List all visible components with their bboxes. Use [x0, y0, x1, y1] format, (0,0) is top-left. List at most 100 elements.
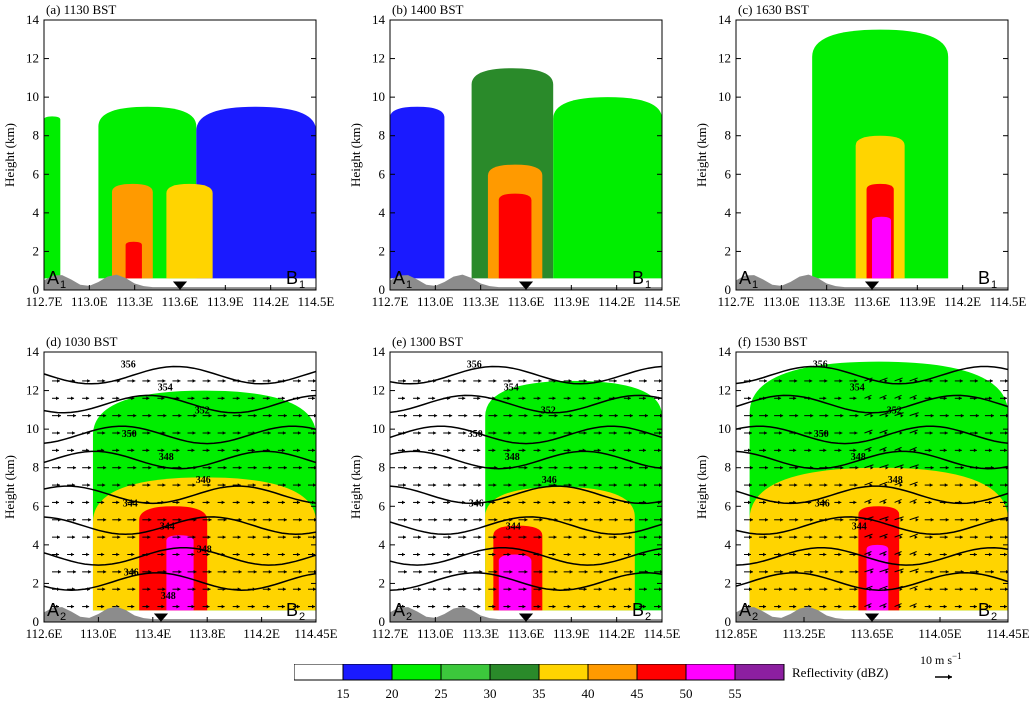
wind-vector — [909, 429, 918, 434]
y-tick-label: 2 — [725, 243, 732, 258]
reflectivity-cell — [553, 97, 662, 279]
station-marker — [153, 613, 169, 623]
wind-arrowhead — [477, 604, 481, 609]
wind-arrowhead — [222, 379, 226, 383]
station-marker — [864, 613, 880, 623]
wind-arrowhead — [102, 431, 106, 435]
wind-arrowhead — [853, 396, 857, 401]
y-tick-label: 14 — [718, 12, 732, 27]
wind-arrowhead — [764, 587, 768, 592]
wind-arrowhead — [538, 535, 542, 539]
y-tick-label: 10 — [372, 89, 385, 104]
contour-line — [390, 547, 662, 566]
wind-arrowhead — [131, 552, 135, 557]
wind-arrowhead — [222, 483, 226, 487]
wind-arrowhead — [1004, 552, 1007, 557]
x-tick-label: 113.9E — [207, 294, 244, 309]
wind-arrowhead — [913, 552, 917, 557]
wind-arrowhead — [627, 396, 631, 401]
wind-arrowhead — [223, 465, 227, 470]
wind-arrowhead — [253, 570, 257, 574]
wind-arrowhead — [207, 379, 211, 383]
wind-arrowhead — [147, 379, 151, 383]
wind-vector — [894, 603, 902, 608]
contour-line — [390, 572, 662, 591]
wind-arrowhead — [448, 431, 452, 435]
wind-vector — [894, 394, 902, 399]
y-axis-label: Height (km) — [694, 123, 709, 187]
wind-arrowhead — [809, 587, 813, 592]
wind-arrowhead — [162, 535, 166, 539]
wind-arrowhead — [659, 483, 662, 487]
wind-vector — [894, 516, 904, 521]
wind-arrowhead — [266, 552, 270, 557]
wind-arrowhead — [162, 483, 166, 487]
wind-arrowhead — [478, 587, 482, 592]
wind-arrowhead — [915, 517, 919, 522]
wind-arrowhead — [583, 535, 587, 539]
wind-arrowhead — [206, 604, 210, 609]
wind-arrowhead — [404, 413, 407, 418]
wind-arrowhead — [163, 413, 167, 418]
endpoint-end: B — [632, 600, 644, 620]
wind-arrowhead — [793, 396, 797, 401]
wind-arrowhead — [644, 517, 648, 522]
wind-arrowhead — [538, 431, 542, 435]
x-tick-label: 113.3E — [462, 294, 499, 309]
wind-arrowhead — [1004, 396, 1007, 401]
wind-arrowhead — [823, 552, 827, 557]
wind-arrowhead — [582, 396, 586, 401]
y-tick-label: 12 — [26, 383, 39, 398]
y-tick-label: 10 — [26, 89, 39, 104]
wind-arrowhead — [508, 535, 512, 539]
x-tick-label: 114.2E — [243, 626, 280, 641]
wind-arrowhead — [973, 448, 977, 453]
contour-label: 344 — [123, 498, 138, 509]
wind-arrowhead — [748, 552, 751, 557]
wind-arrowhead — [539, 517, 543, 522]
wind-arrowhead — [434, 517, 438, 522]
wind-arrowhead — [974, 379, 978, 383]
wind-arrowhead — [433, 535, 437, 539]
wind-arrowhead — [312, 448, 315, 453]
wind-arrowhead — [779, 483, 783, 487]
wind-arrowhead — [599, 413, 603, 418]
wind-arrowhead — [494, 413, 498, 418]
wind-arrowhead — [553, 431, 557, 435]
wind-vector — [909, 394, 917, 399]
wind-arrowhead — [281, 500, 285, 505]
wind-vector — [894, 498, 902, 503]
legend: 15 20 25 30 35 40 45 50 55 Reflectivity (dBZ) — [293, 663, 994, 707]
wind-arrowhead — [583, 431, 587, 435]
wind-arrowhead — [58, 465, 61, 470]
wind-arrowhead — [522, 604, 526, 609]
wind-arrowhead — [523, 483, 527, 487]
wind-arrowhead — [432, 604, 436, 609]
wind-vector — [894, 446, 902, 451]
wind-arrowhead — [192, 431, 196, 435]
endpoint-end: B — [978, 600, 990, 620]
contour-line — [390, 425, 662, 445]
wind-arrowhead — [943, 552, 947, 557]
wind-arrowhead — [177, 587, 181, 592]
wind-arrowhead — [825, 413, 829, 418]
contour-line — [390, 485, 662, 505]
wind-arrowhead — [283, 570, 287, 574]
wind-arrowhead — [854, 431, 858, 435]
wind-arrowhead — [102, 483, 106, 487]
wind-arrowhead — [266, 604, 270, 609]
wind-arrowhead — [463, 379, 467, 383]
colorbar-swatch — [587, 663, 638, 681]
wind-arrowhead — [236, 448, 240, 453]
wind-arrowhead — [765, 517, 769, 522]
wind-arrowhead — [763, 604, 767, 609]
wind-vector — [864, 533, 873, 538]
endpoint-end: B — [978, 268, 990, 288]
wind-arrowhead — [614, 465, 618, 470]
wind-arrowhead — [131, 448, 135, 453]
contour-line — [736, 572, 1008, 591]
wind-arrowhead — [748, 448, 751, 453]
y-tick-label: 6 — [379, 498, 386, 513]
wind-arrowhead — [838, 604, 842, 609]
wind-arrowhead — [885, 517, 889, 522]
